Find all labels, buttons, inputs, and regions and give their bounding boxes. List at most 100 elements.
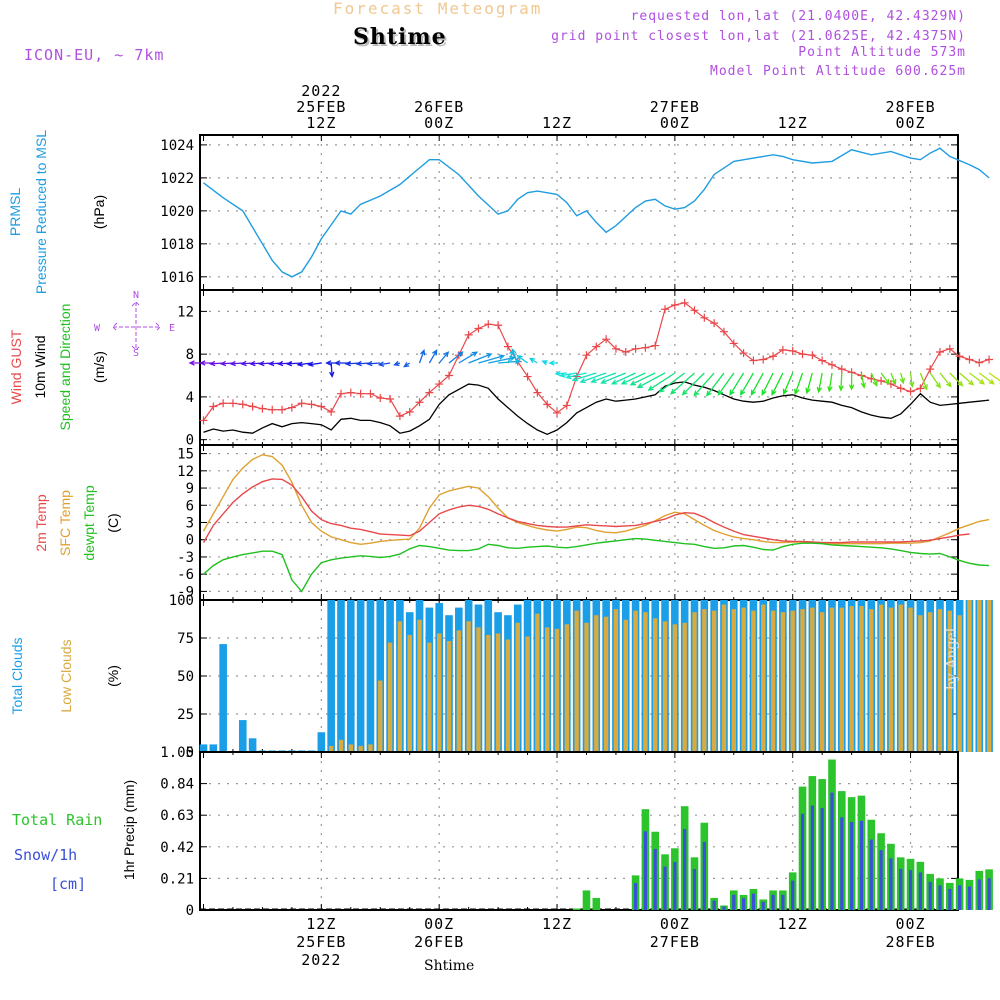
snow-bar xyxy=(643,831,647,910)
wind-direction-arrow xyxy=(229,360,243,367)
snow-bar xyxy=(683,829,687,910)
gust-marker xyxy=(798,350,807,359)
bottom-time-label: 00Z xyxy=(424,915,454,933)
wind-direction-arrow xyxy=(899,372,905,385)
gust-marker xyxy=(278,405,287,414)
gust-marker xyxy=(366,389,375,398)
low-cloud-bar xyxy=(790,610,795,752)
gust-marker xyxy=(837,365,846,374)
snow-bar xyxy=(712,900,716,910)
gust-marker xyxy=(533,388,542,397)
wind-direction-arrow xyxy=(610,372,636,385)
top-time-label: 25FEB xyxy=(296,98,346,116)
low-cloud-bar xyxy=(486,634,491,752)
low-cloud-bar xyxy=(436,633,442,752)
snow-bar xyxy=(879,850,883,910)
wind-direction-arrow xyxy=(285,360,302,367)
point-altitude: Point Altitude 573m xyxy=(798,45,966,60)
wind-direction-arrow xyxy=(658,372,686,393)
top-time-label: 00Z xyxy=(424,114,454,132)
low-cloud-bar xyxy=(633,610,638,752)
wind-direction-arrow xyxy=(890,372,897,386)
rain-bar xyxy=(572,908,581,910)
low-cloud-bar xyxy=(692,612,697,752)
gust-marker xyxy=(975,358,984,367)
pressure-tick-label: 1022 xyxy=(160,171,194,187)
snow-bar xyxy=(977,879,981,910)
top-time-label: 12Z xyxy=(542,114,572,132)
gust-marker xyxy=(386,395,395,404)
snow-bar xyxy=(869,839,873,910)
wind-direction-arrow xyxy=(438,351,450,364)
gust-marker xyxy=(886,380,895,389)
wind-direction-arrow xyxy=(969,372,986,385)
gust-marker xyxy=(327,407,336,416)
gust-marker xyxy=(209,402,218,411)
gust-marker xyxy=(690,306,699,315)
low-cloud-bar xyxy=(849,606,854,752)
wind-direction-arrow xyxy=(478,354,506,364)
snow-bar xyxy=(987,878,991,910)
low-cloud-bar xyxy=(672,624,678,752)
low-cloud-bar xyxy=(525,636,530,752)
wind-direction-arrow xyxy=(909,372,915,388)
snow-bar xyxy=(791,880,795,910)
wind-direction-arrow xyxy=(805,372,813,395)
wind-axis-label: Wind GUST xyxy=(8,329,24,404)
gust-marker xyxy=(759,355,768,364)
gust-marker xyxy=(582,351,591,360)
low-cloud-bar xyxy=(810,607,815,752)
wind-direction-arrow xyxy=(929,372,941,389)
low-cloud-bar xyxy=(770,610,776,752)
top-time-label: 12Z xyxy=(778,114,808,132)
wind-direction-arrow xyxy=(939,372,952,388)
wind-direction-arrow xyxy=(377,361,391,367)
wind-direction-arrow xyxy=(458,351,479,364)
low-cloud-bar xyxy=(957,615,962,752)
low-cloud-bar xyxy=(888,607,894,752)
total-cloud-bar xyxy=(209,744,218,752)
low-cloud-bar xyxy=(780,612,786,752)
wind-direction-arrow xyxy=(919,372,928,391)
low-cloud-bar xyxy=(495,633,501,752)
model-altitude: Model Point Altitude 600.625m xyxy=(710,64,966,79)
low-cloud-bar xyxy=(859,606,864,752)
gust-marker xyxy=(553,408,562,417)
low-cloud-bar xyxy=(702,609,707,752)
low-cloud-bar xyxy=(662,621,668,752)
low-cloud-bar xyxy=(653,618,658,752)
top-time-label: 00Z xyxy=(660,114,690,132)
gust-marker xyxy=(602,335,611,344)
temp-2m-line xyxy=(202,478,970,544)
low-cloud-bar xyxy=(731,609,736,752)
snow-bar xyxy=(967,886,972,910)
wind-direction-arrow xyxy=(511,348,519,364)
pressure-tick-label: 1016 xyxy=(160,270,194,286)
wind-direction-arrow xyxy=(978,372,995,385)
low-cloud-bar xyxy=(918,615,923,752)
low-cloud-bar xyxy=(368,744,373,752)
bottom-time-label: 25FEB xyxy=(296,933,346,951)
temp-axis-label: dewpt Temp xyxy=(81,485,97,560)
chart-title: Forecast Meteogram xyxy=(333,0,543,18)
gust-marker xyxy=(543,400,552,409)
low-cloud-bar xyxy=(456,630,462,752)
snow-bar xyxy=(633,883,638,910)
gust-marker xyxy=(778,345,787,354)
gust-marker xyxy=(376,393,385,402)
snow-bar xyxy=(692,868,697,910)
gust-marker xyxy=(415,398,424,407)
location-name: Shtime xyxy=(353,24,447,50)
gust-marker xyxy=(228,399,237,408)
compass-south: S xyxy=(133,348,139,359)
snow-bar xyxy=(928,881,932,910)
low-cloud-bar xyxy=(977,600,982,752)
top-time-label: 28FEB xyxy=(885,98,935,116)
snow-bar xyxy=(663,866,667,910)
low-cloud-bar xyxy=(407,634,412,752)
wind-direction-arrow xyxy=(761,372,774,396)
wind-direction-arrow xyxy=(219,360,234,367)
gust-marker xyxy=(965,355,974,364)
low-cloud-bar xyxy=(564,624,570,752)
